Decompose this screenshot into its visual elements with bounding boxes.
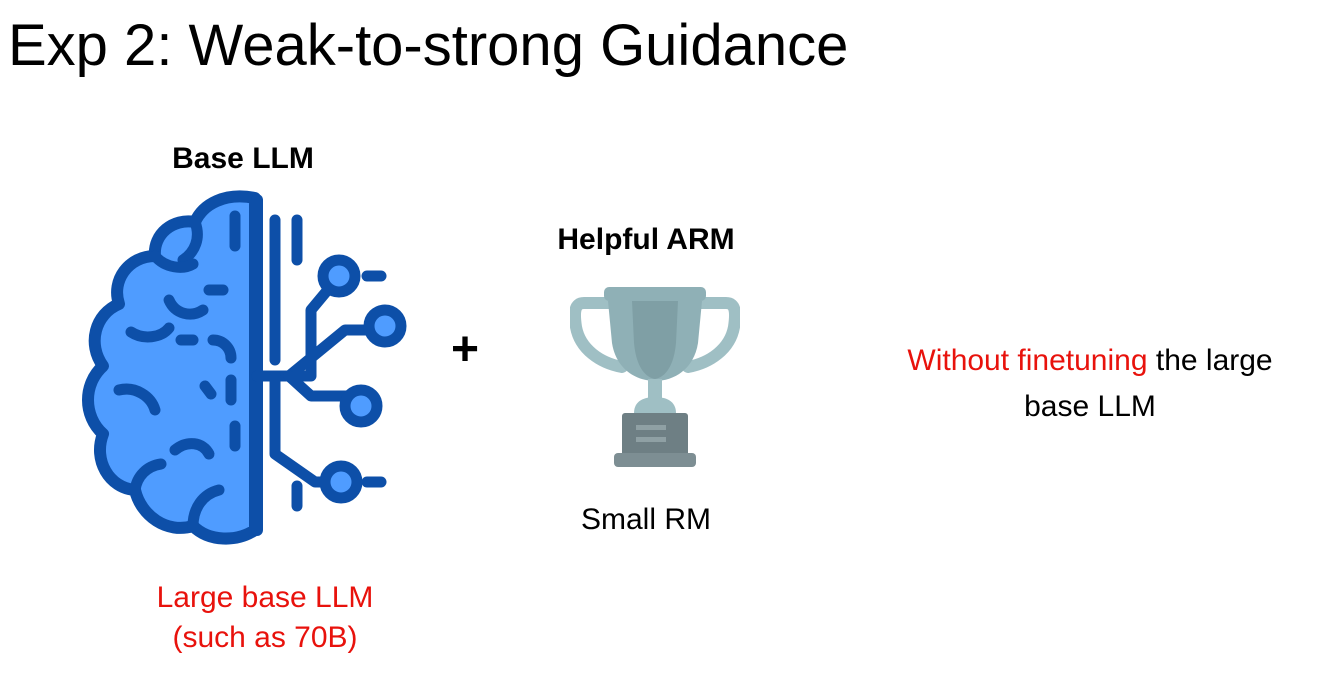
helpful-arm-heading: Helpful ARM — [557, 223, 735, 256]
small-rm-caption: Small RM — [580, 503, 711, 536]
plus-operator: + — [450, 323, 480, 376]
note-rest-line1: the large — [1147, 344, 1273, 377]
large-base-llm-caption-line1: Large base LLM — [156, 581, 374, 614]
base-llm-heading: Base LLM — [172, 142, 314, 175]
large-base-llm-caption-line2: (such as 70B) — [172, 621, 358, 654]
note-line1: Without finetuning the large — [855, 338, 1325, 384]
note-highlight: Without finetuning — [907, 344, 1148, 377]
page-title: Exp 2: Weak-to-strong Guidance — [8, 13, 849, 78]
brain-circuit-icon — [82, 190, 407, 545]
note-text: Without finetuning the large base LLM — [855, 338, 1325, 430]
large-base-llm-caption: Large base LLM (such as 70B) — [110, 578, 420, 658]
note-line2: base LLM — [1024, 390, 1156, 423]
trophy-icon — [570, 287, 740, 467]
